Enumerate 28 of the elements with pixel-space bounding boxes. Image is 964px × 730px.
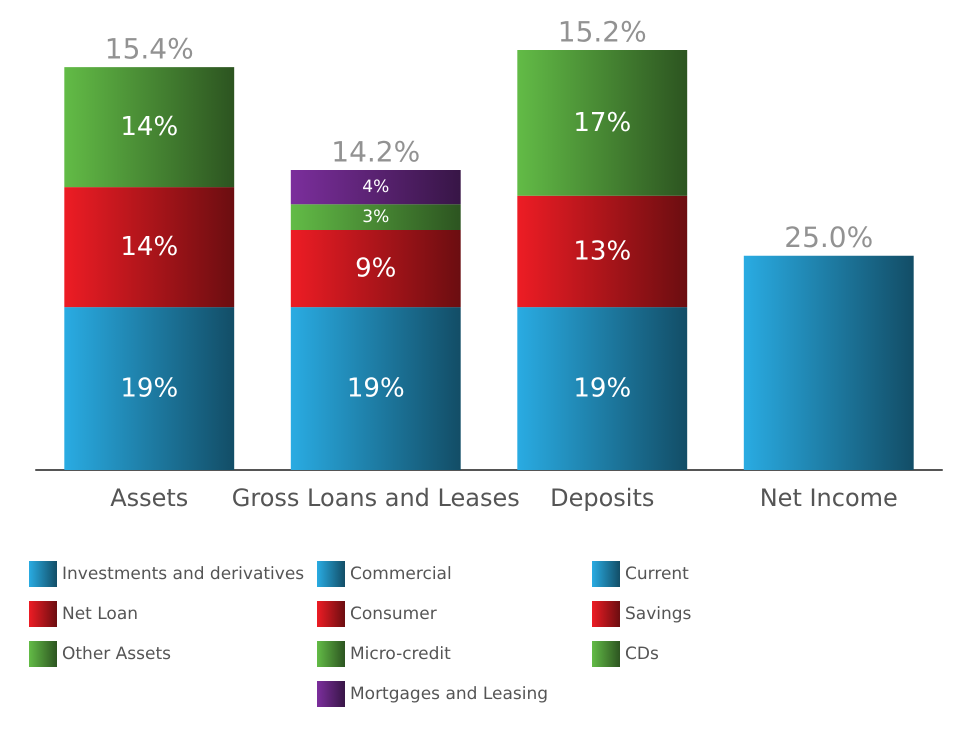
x-tick-label: Net Income	[760, 484, 898, 512]
legend-label: Other Assets	[62, 644, 172, 664]
legend-label: Current	[625, 564, 690, 584]
annotation: 14.2%	[331, 136, 420, 168]
data-label: 14%	[120, 232, 178, 262]
data-label: 3%	[362, 207, 390, 228]
data-label: 14%	[120, 112, 178, 142]
x-tick-label: Assets	[110, 484, 188, 512]
legend-label: Mortgages and Leasing	[350, 684, 548, 704]
legend-label: Savings	[625, 604, 692, 624]
annotation: 25.0%	[784, 221, 874, 254]
data-label: 19%	[573, 374, 632, 404]
legend-label: Micro-credit	[350, 644, 452, 664]
legend-label: Commercial	[350, 564, 452, 584]
x-tick-label: Deposits	[550, 484, 654, 512]
legend-label: Investments and derivatives	[62, 564, 304, 584]
data-label: 4%	[362, 177, 390, 198]
data-label: 17%	[573, 108, 632, 138]
x-tick-label: Gross Loans and Leases	[232, 484, 520, 512]
data-label: 13%	[573, 236, 632, 266]
legend-label: Net Loan	[62, 604, 138, 624]
annotation: 15.2%	[558, 16, 647, 48]
data-label: 9%	[355, 254, 396, 284]
data-label: 19%	[120, 374, 178, 404]
legend-label: Consumer	[350, 604, 437, 624]
legend-label: CDs	[625, 644, 659, 664]
data-label: 19%	[346, 374, 405, 404]
annotation: 15.4%	[104, 32, 194, 66]
